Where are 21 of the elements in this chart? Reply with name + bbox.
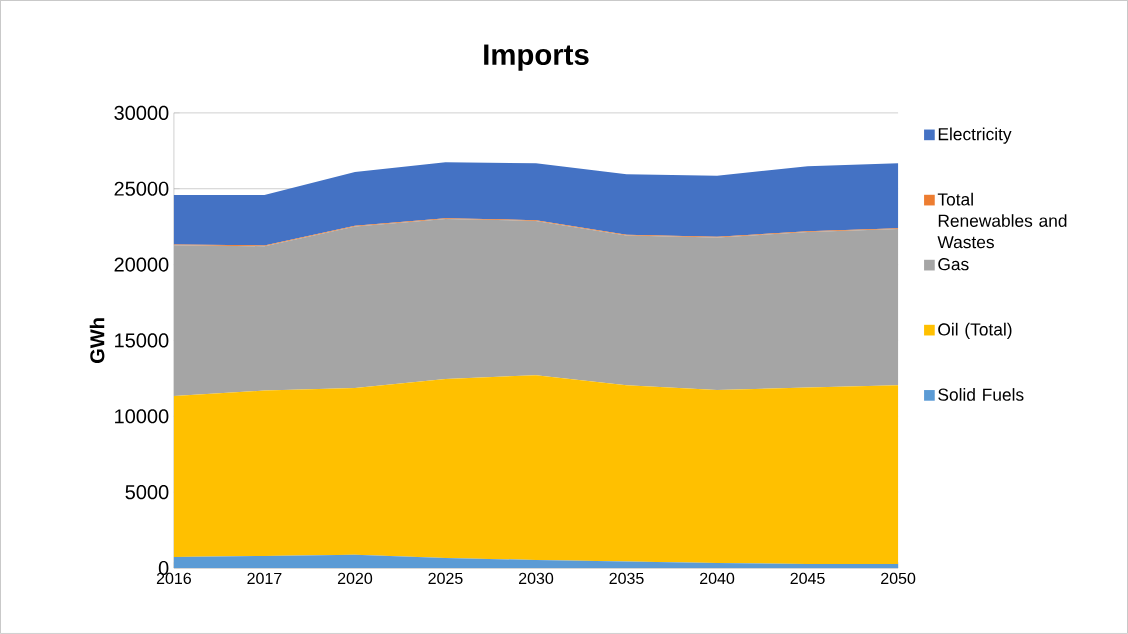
y-tick-label: 10000 <box>115 409 169 424</box>
y-tick-label: 30000 <box>114 105 169 121</box>
legend-label: Solid Fuels <box>938 388 1024 401</box>
legend-label: Oil (Total) <box>938 322 1012 340</box>
y-tick-label: 15000 <box>115 333 169 348</box>
legend-label: Total Renewables and Wastes <box>937 192 1067 249</box>
chart-title: Imports <box>484 44 589 71</box>
x-tick-label: 2020 <box>337 572 373 585</box>
x-tick-label: 2040 <box>700 572 735 585</box>
y-tick-label: 5000 <box>125 485 169 500</box>
legend-label: Electricity <box>938 127 1012 144</box>
y-axis-title: GWh <box>89 318 105 364</box>
y-tick-label: 20000 <box>114 257 169 272</box>
x-tick-label: 2050 <box>881 572 916 585</box>
y-tick-label: 25000 <box>114 181 169 196</box>
x-tick-label: 2035 <box>609 572 644 585</box>
x-tick-label: 2017 <box>247 572 282 585</box>
x-tick-label: 2030 <box>518 572 554 585</box>
legend-label: Gas <box>938 258 969 271</box>
x-tick-label: 2045 <box>790 572 825 585</box>
x-tick-label: 2025 <box>428 572 463 585</box>
